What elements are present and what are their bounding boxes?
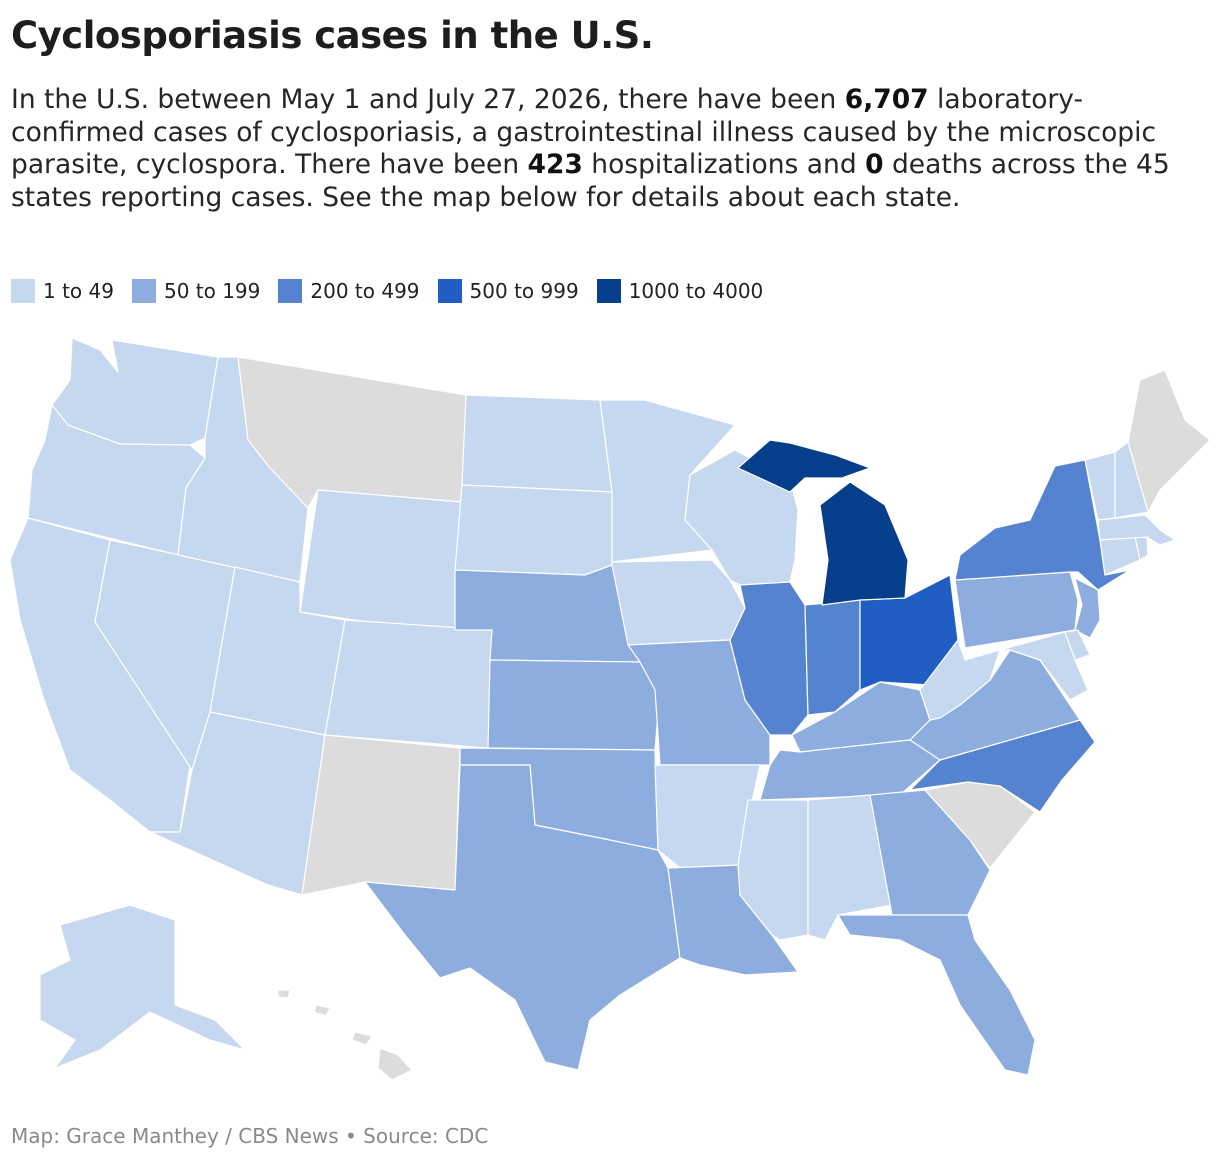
state-de[interactable] (1064, 629, 1091, 661)
legend-label: 50 to 199 (163, 279, 261, 303)
deaths-count: 0 (865, 149, 884, 180)
legend-swatch (278, 279, 303, 303)
map-credit: Map: Grace Manthey / CBS News • Source: … (11, 1124, 489, 1148)
state-ks[interactable] (487, 659, 661, 751)
intro-part: laboratory-confirmed cases of cyclospori… (11, 84, 1157, 180)
us-state-map (9, 337, 1211, 1081)
legend-item: 1 to 49 (11, 279, 114, 303)
state-co[interactable] (324, 619, 493, 749)
state-tx[interactable] (364, 764, 681, 1071)
state-mi-upper[interactable] (737, 439, 871, 493)
state-ak[interactable] (39, 904, 246, 1069)
legend-swatch (131, 279, 156, 303)
state-ma[interactable] (1097, 514, 1176, 546)
legend-swatch (11, 279, 35, 303)
state-me[interactable] (1127, 369, 1211, 513)
legend-item: 50 to 199 (131, 279, 261, 303)
state-fl[interactable] (837, 914, 1036, 1076)
state-il[interactable] (729, 581, 809, 736)
state-wv[interactable] (919, 639, 1001, 721)
legend-item: 1000 to 4000 (596, 279, 764, 303)
state-nj[interactable] (1074, 577, 1101, 639)
legend-swatch (596, 279, 621, 303)
intro-part: In the U.S. between May 1 and July 27, 2… (11, 84, 845, 115)
intro-part: deaths across the 45 states reporting ca… (11, 149, 1170, 213)
hospitalizations-count: 423 (527, 149, 583, 180)
state-hi-kauai[interactable] (277, 989, 291, 999)
state-wy[interactable] (299, 489, 463, 636)
map-title: Cyclosporiasis cases in the U.S. (11, 14, 654, 57)
state-nm[interactable] (301, 734, 461, 896)
state-wa[interactable] (51, 337, 219, 446)
legend-label: 1000 to 4000 (628, 279, 764, 303)
legend-swatch (437, 279, 462, 303)
cases-count: 6,707 (844, 84, 929, 115)
state-in[interactable] (804, 599, 861, 716)
legend-item: 200 to 499 (278, 279, 420, 303)
state-nd[interactable] (461, 394, 613, 493)
state-hi-oahu[interactable] (313, 1004, 331, 1017)
legend-label: 1 to 49 (43, 279, 114, 303)
state-mi[interactable] (819, 481, 909, 606)
legend: 1 to 49 50 to 199 200 to 499 500 to 999 … (11, 277, 781, 305)
state-hi-maui[interactable] (351, 1031, 373, 1046)
state-ct[interactable] (1099, 536, 1141, 576)
legend-label: 200 to 499 (310, 279, 420, 303)
legend-item: 500 to 999 (437, 279, 579, 303)
state-nc[interactable] (909, 719, 1096, 813)
legend-label: 500 to 999 (469, 279, 579, 303)
state-hi-big-island[interactable] (377, 1047, 413, 1081)
intro-part: hospitalizations and (582, 149, 866, 180)
state-sd[interactable] (454, 484, 613, 576)
intro-text: In the U.S. between May 1 and July 27, 2… (11, 84, 1201, 214)
